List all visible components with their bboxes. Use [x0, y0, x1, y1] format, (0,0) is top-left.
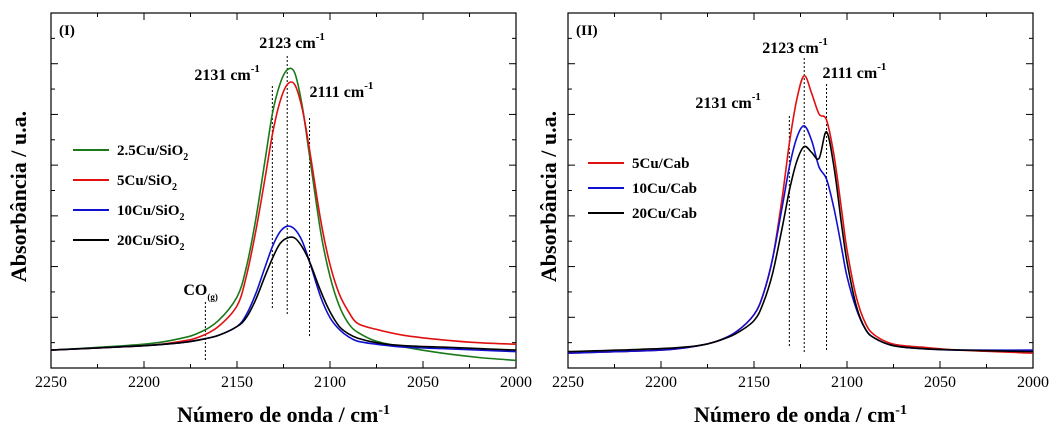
y-axis-label: Absorbância / u.a. [536, 111, 561, 282]
legend-label-main: 5Cu/Cab [632, 156, 690, 172]
annotation-label: 2131 cm-1 [194, 63, 260, 84]
series-line [50, 81, 517, 351]
x-axis-label-main: Número de onda / cm [177, 402, 378, 427]
annotation-label-superscript: -1 [251, 63, 260, 75]
x-axis-label-main: Número de onda / cm [694, 402, 895, 427]
legend-label-subscript: 2 [172, 182, 177, 193]
legend-label: 5Cu/SiO2 [117, 173, 177, 193]
series-line [50, 67, 517, 362]
legend-label-subscript: 2 [180, 242, 185, 253]
annotation-label-main: CO [183, 282, 207, 299]
annotation-label-main: 2123 cm [762, 40, 819, 57]
legend-label-subscript: 2 [180, 212, 185, 223]
legend-label-main: 10Cu/SiO [117, 203, 180, 219]
annotation-label-main: 2111 cm [310, 84, 365, 101]
x-tick-label: 2050 [924, 374, 956, 391]
annotation-label: 2123 cm-1 [762, 36, 828, 57]
x-tick-label: 2200 [128, 374, 160, 391]
annotation-label-superscript: -1 [819, 36, 828, 48]
x-tick-label: 2100 [314, 374, 346, 391]
panel-label: (I) [59, 23, 75, 39]
annotation-label: 2111 cm-1 [310, 80, 374, 101]
x-tick-label: 2000 [500, 374, 532, 391]
legend-label: 10Cu/SiO2 [117, 203, 185, 223]
legend-label-main: 5Cu/SiO [117, 173, 172, 189]
annotation-label-main: 2123 cm [259, 35, 316, 52]
series-line [50, 236, 517, 351]
annotation-label-subscript: (g) [207, 292, 218, 302]
panel-label: (II) [576, 23, 598, 39]
legend-label: 10Cu/Cab [632, 181, 697, 197]
x-tick-label: 2200 [645, 374, 677, 391]
annotation-label-superscript: -1 [752, 91, 761, 103]
annotation-label: 2131 cm-1 [695, 91, 761, 112]
annotation-label-superscript: -1 [316, 31, 325, 43]
x-tick-label: 2150 [221, 374, 253, 391]
annotation-label-main: 2131 cm [194, 67, 251, 84]
legend-label-main: 2.5Cu/SiO [117, 143, 183, 159]
x-tick-label: 2150 [738, 374, 770, 391]
series-line [567, 130, 1034, 353]
plot-frame [50, 12, 517, 369]
legend-label-main: 10Cu/Cab [632, 181, 697, 197]
x-axis-label-superscript: -1 [895, 403, 907, 418]
annotation-label-main: 2111 cm [823, 65, 878, 82]
x-tick-label: 2050 [407, 374, 439, 391]
annotation-label-main: 2131 cm [695, 95, 752, 112]
annotation-label: CO(g) [183, 282, 218, 302]
y-axis-label: Absorbância / u.a. [6, 111, 31, 282]
x-tick-label: 2250 [552, 374, 584, 391]
legend-label: 20Cu/Cab [632, 206, 697, 222]
legend-label-main: 20Cu/Cab [632, 206, 697, 222]
x-axis-label-superscript: -1 [378, 403, 390, 418]
legend-label: 5Cu/Cab [632, 156, 690, 172]
annotation-label-superscript: -1 [364, 80, 373, 92]
legend-label-main: 20Cu/SiO [117, 233, 180, 249]
x-axis-label: Número de onda / cm-1 [177, 402, 390, 427]
x-tick-label: 2100 [831, 374, 863, 391]
x-tick-label: 2250 [35, 374, 67, 391]
annotation-label: 2111 cm-1 [823, 61, 887, 82]
legend-label-subscript: 2 [183, 152, 188, 163]
legend-label: 2.5Cu/SiO2 [117, 143, 188, 163]
x-tick-label: 2000 [1017, 374, 1049, 391]
legend-label: 20Cu/SiO2 [117, 233, 185, 253]
x-axis-label: Número de onda / cm-1 [694, 402, 907, 427]
annotation-label: 2123 cm-1 [259, 31, 325, 52]
annotation-label-superscript: -1 [877, 61, 886, 73]
